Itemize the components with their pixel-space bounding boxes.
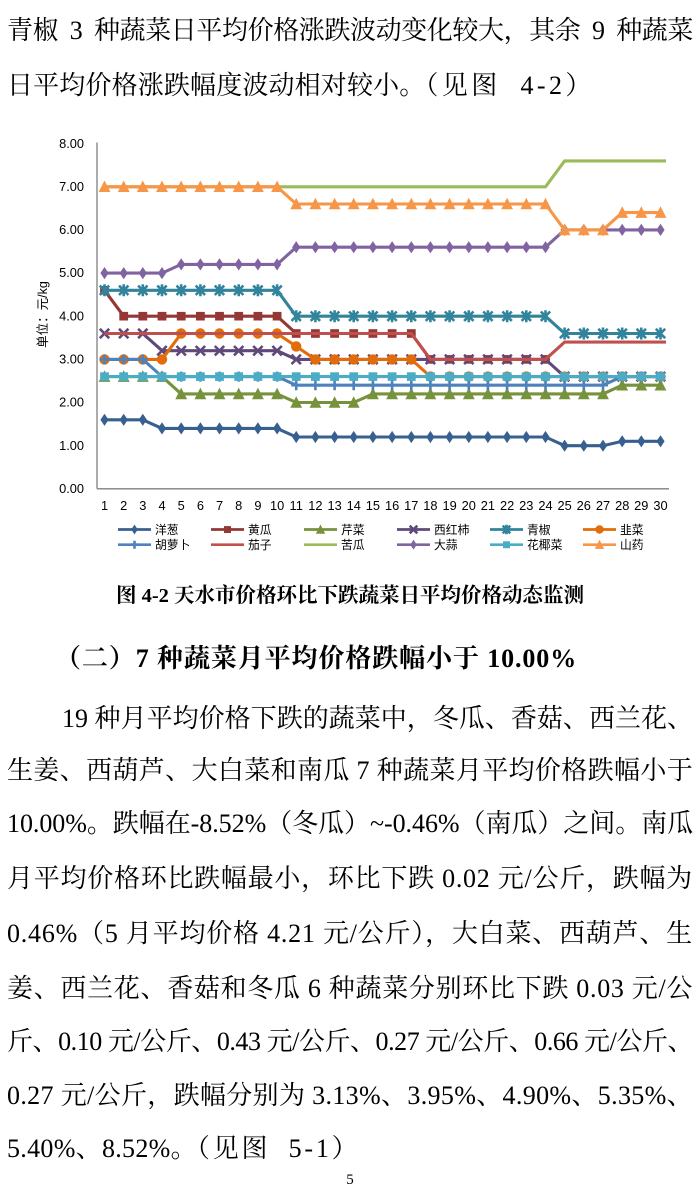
svg-text:2: 2 bbox=[120, 498, 127, 513]
svg-text:0.00: 0.00 bbox=[59, 481, 84, 496]
svg-text:4.00: 4.00 bbox=[59, 308, 84, 323]
svg-text:青椒: 青椒 bbox=[527, 523, 551, 537]
svg-text:大蒜: 大蒜 bbox=[434, 538, 458, 552]
svg-text:2.00: 2.00 bbox=[59, 395, 84, 410]
svg-text:14: 14 bbox=[347, 498, 361, 513]
svg-text:16: 16 bbox=[385, 498, 399, 513]
svg-text:27: 27 bbox=[596, 498, 610, 513]
svg-text:10: 10 bbox=[270, 498, 284, 513]
svg-text:30: 30 bbox=[653, 498, 667, 513]
svg-text:17: 17 bbox=[404, 498, 418, 513]
svg-text:20: 20 bbox=[462, 498, 476, 513]
svg-text:21: 21 bbox=[481, 498, 495, 513]
svg-text:8.00: 8.00 bbox=[59, 136, 84, 151]
svg-text:13: 13 bbox=[327, 498, 341, 513]
svg-text:7: 7 bbox=[216, 498, 223, 513]
svg-text:18: 18 bbox=[423, 498, 437, 513]
svg-text:单位：元/kg: 单位：元/kg bbox=[35, 281, 50, 348]
svg-text:3.00: 3.00 bbox=[59, 352, 84, 367]
svg-text:23: 23 bbox=[519, 498, 533, 513]
svg-text:洋葱: 洋葱 bbox=[155, 523, 179, 537]
svg-text:26: 26 bbox=[577, 498, 591, 513]
svg-text:黄瓜: 黄瓜 bbox=[248, 523, 272, 537]
svg-text:19: 19 bbox=[442, 498, 456, 513]
svg-text:7.00: 7.00 bbox=[59, 179, 84, 194]
svg-text:5: 5 bbox=[178, 498, 185, 513]
svg-text:4: 4 bbox=[158, 498, 165, 513]
svg-text:25: 25 bbox=[557, 498, 571, 513]
svg-text:芹菜: 芹菜 bbox=[341, 523, 365, 537]
svg-text:苦瓜: 苦瓜 bbox=[341, 538, 365, 552]
svg-text:韭菜: 韭菜 bbox=[620, 523, 644, 537]
svg-text:12: 12 bbox=[308, 498, 322, 513]
svg-text:24: 24 bbox=[538, 498, 552, 513]
svg-text:6: 6 bbox=[197, 498, 204, 513]
svg-text:15: 15 bbox=[366, 498, 380, 513]
svg-text:茄子: 茄子 bbox=[248, 538, 272, 552]
svg-text:3: 3 bbox=[139, 498, 146, 513]
svg-text:28: 28 bbox=[615, 498, 629, 513]
svg-text:11: 11 bbox=[290, 498, 303, 513]
svg-text:西红柿: 西红柿 bbox=[434, 523, 470, 537]
svg-text:山药: 山药 bbox=[620, 538, 644, 552]
svg-text:6.00: 6.00 bbox=[59, 222, 84, 237]
svg-text:1.00: 1.00 bbox=[59, 438, 84, 453]
svg-text:花椰菜: 花椰菜 bbox=[527, 538, 563, 552]
svg-text:1: 1 bbox=[101, 498, 108, 513]
svg-text:29: 29 bbox=[634, 498, 648, 513]
svg-text:9: 9 bbox=[254, 498, 261, 513]
svg-text:5.00: 5.00 bbox=[59, 265, 84, 280]
svg-text:22: 22 bbox=[500, 498, 514, 513]
svg-text:8: 8 bbox=[235, 498, 242, 513]
svg-text:胡萝卜: 胡萝卜 bbox=[155, 538, 190, 552]
